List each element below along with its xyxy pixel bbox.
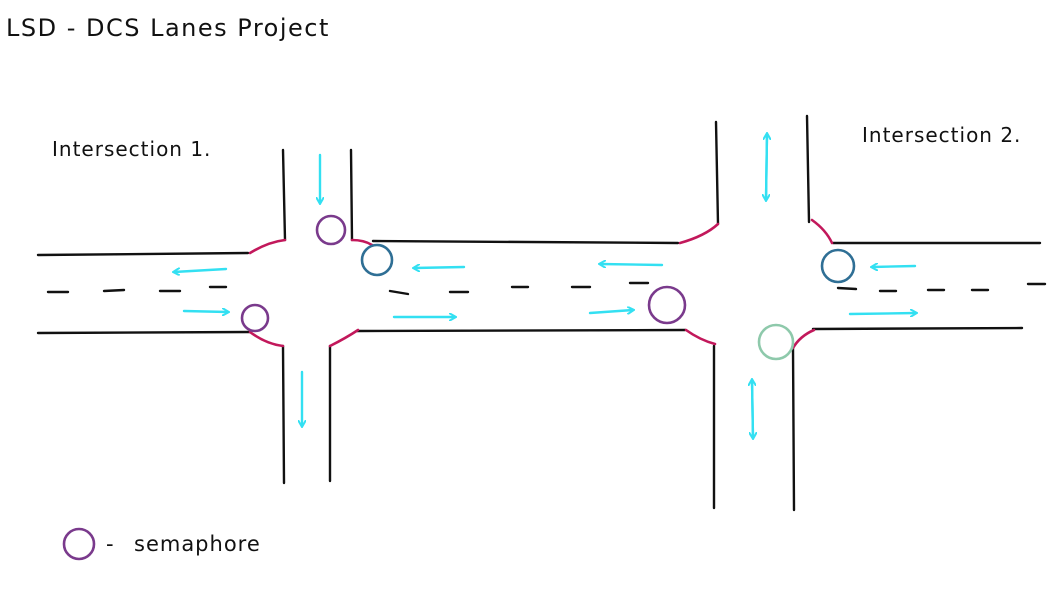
semaphore-icon bbox=[647, 285, 687, 325]
road-edge-top-middle bbox=[371, 239, 680, 245]
i1-corner-se bbox=[328, 328, 360, 348]
semaphore-icon bbox=[757, 323, 795, 361]
semaphores bbox=[240, 214, 856, 361]
road-edge-bottom-middle bbox=[355, 328, 687, 333]
semaphore-icon bbox=[360, 243, 394, 277]
i2-edge-north-right bbox=[805, 114, 811, 224]
i2-edge-south-right bbox=[791, 346, 796, 512]
i1-edge-north-right bbox=[349, 148, 354, 242]
i1-corner-nw bbox=[248, 238, 287, 255]
arrow-east-right bbox=[848, 313, 916, 314]
road-edge-top-left bbox=[36, 251, 250, 257]
intersection-1-label: Intersection 1. bbox=[52, 137, 211, 161]
arrow-west-right bbox=[872, 266, 917, 267]
legend-label: semaphore bbox=[134, 532, 261, 556]
i1-edge-south-left bbox=[281, 344, 286, 485]
intersection-2-label: Intersection 2. bbox=[862, 123, 1021, 147]
arrow-west-middle-2 bbox=[600, 264, 664, 265]
semaphore-icon bbox=[240, 303, 270, 333]
arrow-east-middle-2 bbox=[588, 310, 633, 313]
i2-edge-north-left bbox=[714, 120, 720, 226]
i2-corner-sw bbox=[684, 328, 717, 346]
arrow-west-middle-1 bbox=[414, 267, 466, 268]
road-edges bbox=[36, 114, 1042, 512]
arrow-south-i2-down bbox=[752, 378, 753, 438]
i2-corner-nw bbox=[678, 222, 720, 245]
i2-corner-se bbox=[791, 328, 816, 350]
i1-corner-ne bbox=[350, 238, 374, 247]
arrow-west-left bbox=[174, 269, 228, 272]
arrow-east-left bbox=[182, 311, 228, 312]
i1-edge-north-left bbox=[281, 148, 287, 242]
diagram-title: LSD - DCS Lanes Project bbox=[6, 14, 330, 42]
circle-semaphore-icon bbox=[62, 527, 96, 561]
lane-divider-dashes bbox=[46, 281, 1047, 296]
arrow-south-i2-up bbox=[766, 132, 767, 200]
semaphore-icon bbox=[315, 214, 347, 246]
road-edge-bottom-left bbox=[36, 330, 252, 335]
traffic-arrows bbox=[174, 134, 916, 438]
road-edge-bottom-right bbox=[811, 326, 1024, 331]
legend-dash: - bbox=[106, 532, 115, 556]
i1-corner-sw bbox=[248, 330, 285, 348]
semaphore-icon bbox=[820, 248, 856, 284]
i2-corner-ne bbox=[810, 218, 834, 245]
corner-curves bbox=[248, 218, 834, 350]
legend: - semaphore bbox=[62, 527, 261, 561]
